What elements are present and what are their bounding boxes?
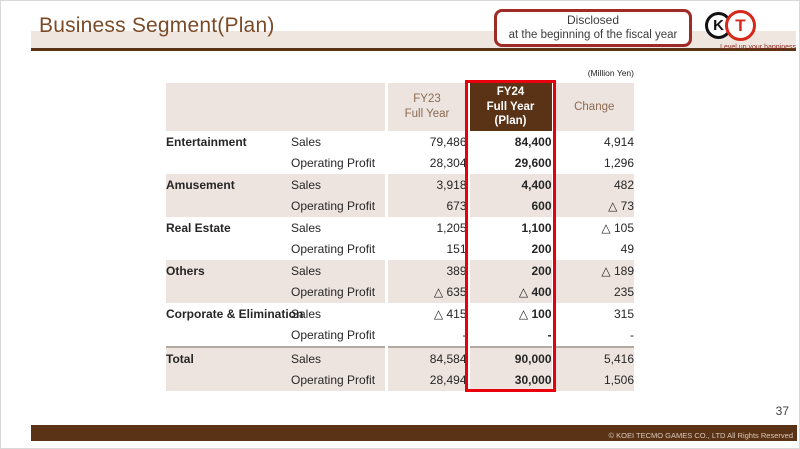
segment-cell: Total <box>166 346 291 370</box>
fy23-cell: 1,205 <box>384 217 468 239</box>
change-cell: 235 <box>551 281 634 303</box>
fy24-cell: 200 <box>466 238 553 260</box>
metric-cell: Sales <box>291 217 386 239</box>
fy24-cell: 90,000 <box>466 346 553 370</box>
disclosure-line1: Disclosed <box>566 13 620 28</box>
table-row: Amusement Sales 3,918 4,400 482 <box>166 174 634 196</box>
table-row: Corporate & Elimination Sales △ 415 △ 10… <box>166 303 634 325</box>
metric-cell: Operating Profit <box>291 281 386 303</box>
table-header-fy24: FY24 Full Year (Plan) <box>466 83 553 131</box>
fy23-cell: 79,486 <box>384 131 468 153</box>
metric-cell: Operating Profit <box>291 195 386 217</box>
fy23-cell: 28,494 <box>384 369 468 391</box>
disclosure-callout: Disclosed at the beginning of the fiscal… <box>494 9 692 47</box>
segment-cell <box>166 238 291 260</box>
table-row: Real Estate Sales 1,205 1,100 △ 105 <box>166 217 634 239</box>
fy23-cell: 151 <box>384 238 468 260</box>
table-row: Entertainment Sales 79,486 84,400 4,914 <box>166 131 634 153</box>
metric-cell: Operating Profit <box>291 369 386 391</box>
segment-cell: Others <box>166 260 291 282</box>
page-title: Business Segment(Plan) <box>39 14 275 37</box>
segment-cell <box>166 281 291 303</box>
segment-cell: Entertainment <box>166 131 291 153</box>
table-row: Others Sales 389 200 △ 189 <box>166 260 634 282</box>
metric-cell: Sales <box>291 346 386 370</box>
units-note: (Million Yen) <box>587 68 634 78</box>
kt-logo: K T Level up your happiness <box>701 9 796 53</box>
footer-copyright: © KOEI TECMO GAMES CO., LTD All Rights R… <box>608 431 793 440</box>
table-row: Operating Profit △ 635 △ 400 235 <box>166 281 634 303</box>
fy24-cell: 1,100 <box>466 217 553 239</box>
logo-t-icon: T <box>725 10 756 41</box>
segment-cell: Amusement <box>166 174 291 196</box>
metric-cell: Sales <box>291 303 386 325</box>
metric-cell: Sales <box>291 174 386 196</box>
change-cell: 482 <box>551 174 634 196</box>
logo-tagline: Level up your happiness <box>720 44 796 51</box>
change-cell: 49 <box>551 238 634 260</box>
segment-cell <box>166 152 291 174</box>
change-cell: 5,416 <box>551 346 634 370</box>
fy23-cell: 3,918 <box>384 174 468 196</box>
segment-cell: Corporate & Elimination <box>166 303 303 325</box>
fy24-label: FY24 <box>496 85 525 98</box>
table-header-row: FY23 Full Year FY24 Full Year (Plan) Cha… <box>166 83 634 131</box>
segment-table-wrap: FY23 Full Year FY24 Full Year (Plan) Cha… <box>166 80 634 392</box>
fy23-sublabel: Full Year <box>404 108 450 120</box>
fy23-label: FY23 <box>413 93 441 106</box>
metric-cell: Operating Profit <box>291 152 386 174</box>
change-cell: △ 105 <box>551 217 634 239</box>
table-row: Operating Profit 151 200 49 <box>166 238 634 260</box>
change-cell: - <box>551 324 634 347</box>
table-row-total: Total Sales 84,584 90,000 5,416 <box>166 346 634 370</box>
segment-cell: Real Estate <box>166 217 291 239</box>
fy24-cell: 29,600 <box>466 152 553 174</box>
fy24-cell: 4,400 <box>466 174 553 196</box>
fy23-cell: △ 415 <box>384 303 468 325</box>
change-cell: 1,506 <box>551 369 634 391</box>
segment-cell <box>166 195 291 217</box>
fy24-cell: △ 400 <box>466 281 553 303</box>
change-cell: 1,296 <box>551 152 634 174</box>
footer-bar: © KOEI TECMO GAMES CO., LTD All Rights R… <box>31 425 797 441</box>
table-header-empty <box>166 83 386 131</box>
fy23-cell: △ 635 <box>384 281 468 303</box>
fy23-cell: 28,304 <box>384 152 468 174</box>
fy24-cell: 200 <box>466 260 553 282</box>
segment-cell <box>166 369 291 391</box>
metric-cell: Sales <box>291 131 386 153</box>
fy23-cell: - <box>384 324 468 347</box>
table-header-fy23: FY23 Full Year <box>384 83 468 131</box>
table-row-total: Operating Profit 28,494 30,000 1,506 <box>166 369 634 391</box>
segment-cell <box>166 324 291 347</box>
fy24-sublabel: Full Year <box>486 100 535 113</box>
change-cell: △ 73 <box>551 195 634 217</box>
page-number: 37 <box>775 404 789 418</box>
fy23-cell: 84,584 <box>384 346 468 370</box>
fy23-cell: 389 <box>384 260 468 282</box>
table-row: Operating Profit 673 600 △ 73 <box>166 195 634 217</box>
disclosure-line2: at the beginning of the fiscal year <box>508 29 678 42</box>
change-cell: 4,914 <box>551 131 634 153</box>
fy24-plan-label: (Plan) <box>494 115 527 128</box>
metric-cell: Sales <box>291 260 386 282</box>
table-header-change: Change <box>551 83 634 131</box>
fy24-cell: 30,000 <box>466 369 553 391</box>
segment-table: FY23 Full Year FY24 Full Year (Plan) Cha… <box>166 83 634 391</box>
table-row: Operating Profit - - - <box>166 324 634 347</box>
table-row: Operating Profit 28,304 29,600 1,296 <box>166 152 634 174</box>
change-cell: △ 189 <box>551 260 634 282</box>
fy24-cell: △ 100 <box>466 303 553 325</box>
fy24-cell: - <box>466 324 553 347</box>
fy24-cell: 84,400 <box>466 131 553 153</box>
fy24-cell: 600 <box>466 195 553 217</box>
metric-cell: Operating Profit <box>291 238 386 260</box>
change-cell: 315 <box>551 303 634 325</box>
fy23-cell: 673 <box>384 195 468 217</box>
metric-cell: Operating Profit <box>291 324 386 347</box>
